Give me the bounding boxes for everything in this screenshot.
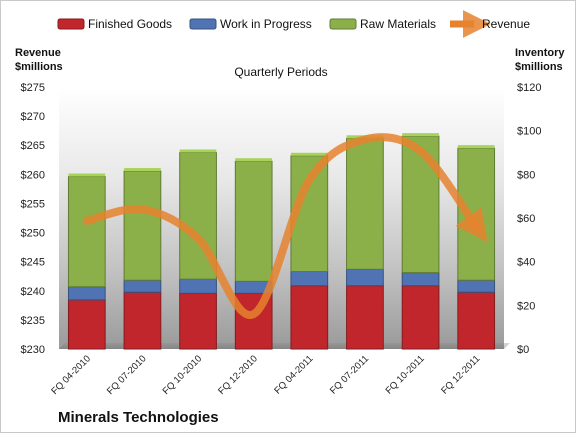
bar-finished-goods (179, 292, 217, 350)
plot-floor (59, 343, 510, 349)
left-tick-label: $230 (21, 344, 45, 356)
bar-work-in-progress (457, 279, 496, 293)
bar-top-cap (457, 145, 495, 149)
category-label: FQ 07-2010 (105, 353, 149, 397)
legend-item-finished-goods: Finished Goods (57, 17, 172, 31)
left-tick-label: $265 (21, 140, 45, 152)
category-label: FQ 12-2010 (216, 353, 260, 397)
line-revenue (82, 133, 488, 319)
bar-finished-goods (457, 291, 496, 350)
category-labels: FQ 04-2010 FQ 07-2010 FQ 10-2010 FQ 12-2010… (49, 353, 482, 397)
left-tick-label: $260 (21, 169, 45, 181)
right-tick-label: $120 (517, 82, 541, 94)
bar-work-in-progress (401, 272, 440, 287)
bar-top-cap (124, 168, 161, 172)
revenue-line (82, 133, 488, 319)
left-tick-label: $245 (21, 257, 45, 269)
right-tick-label: $80 (517, 169, 535, 181)
bar-finished-goods (67, 299, 106, 350)
category-label: FQ 10-2011 (384, 353, 427, 396)
legend-item-revenue: Revenue (450, 10, 530, 38)
bar-work-in-progress (346, 268, 384, 287)
bar-top-cap (402, 133, 439, 137)
left-tick-label: $270 (21, 111, 45, 123)
bar-finished-goods (290, 285, 329, 350)
bar-work-in-progress (123, 279, 162, 293)
bar-raw-materials (67, 176, 106, 288)
legend-label: Finished Goods (88, 17, 172, 31)
legend-item-work-in-progress: Work in Progress (189, 17, 312, 31)
bar-top-cap (290, 152, 328, 156)
right-tick-label: $40 (517, 257, 535, 269)
category-label: FQ 04-2010 (49, 353, 93, 397)
bar-raw-materials (234, 160, 273, 282)
bar-raw-materials (346, 137, 384, 270)
left-tick-label: $235 (21, 315, 45, 327)
bars (67, 133, 496, 350)
legend-label: Raw Materials (360, 17, 436, 31)
bar-finished-goods (401, 285, 440, 350)
bar-raw-materials (401, 135, 440, 274)
legend-label: Work in Progress (220, 17, 312, 31)
bar-top-cap (235, 158, 273, 162)
legend-item-raw-materials: Raw Materials (329, 17, 436, 31)
left-tick-label: $255 (21, 198, 45, 210)
legend-swatch (329, 18, 357, 30)
chart-title: Quarterly Periods (234, 65, 327, 79)
category-label: FQ 07-2011 (328, 353, 371, 396)
left-axis-label-line1: Revenue (15, 47, 61, 59)
legend: Finished Goods Work in Progress Raw Materi… (57, 10, 530, 38)
right-tick-label: $20 (517, 300, 535, 312)
bar-raw-materials (123, 170, 162, 281)
bar-finished-goods (123, 291, 162, 350)
category-label: FQ 04-2011 (272, 353, 315, 396)
left-tick-label: $240 (21, 286, 45, 298)
bar-work-in-progress (290, 270, 329, 287)
legend-swatch (57, 18, 85, 30)
category-label: FQ 10-2010 (161, 353, 205, 397)
right-tick-label: $100 (517, 126, 541, 138)
category-label: FQ 12-2011 (439, 353, 482, 396)
left-tick-label: $250 (21, 228, 45, 240)
right-tick-label: $0 (517, 344, 529, 356)
legend-swatch (189, 18, 217, 30)
right-tick-label: $60 (517, 213, 535, 225)
left-axis-ticks: $230 $235 $240 $245 $250 $255 $260 $265 $270 $275 (21, 82, 45, 356)
right-axis-label-line2: $millions (515, 61, 563, 73)
bar-top-cap (179, 149, 217, 153)
bar-top-cap (68, 173, 106, 177)
legend-label: Revenue (482, 17, 530, 31)
right-axis-label-line1: Inventory (515, 47, 565, 59)
company-name: Minerals Technologies (58, 409, 219, 426)
right-axis-ticks: $0 $20 $40 $60 $80 $100 $120 (517, 82, 541, 356)
left-axis-label-line2: $millions (15, 61, 63, 73)
bar-work-in-progress (67, 286, 106, 301)
bar-work-in-progress (179, 278, 217, 294)
left-tick-label: $275 (21, 82, 45, 94)
bar-finished-goods (346, 285, 384, 350)
